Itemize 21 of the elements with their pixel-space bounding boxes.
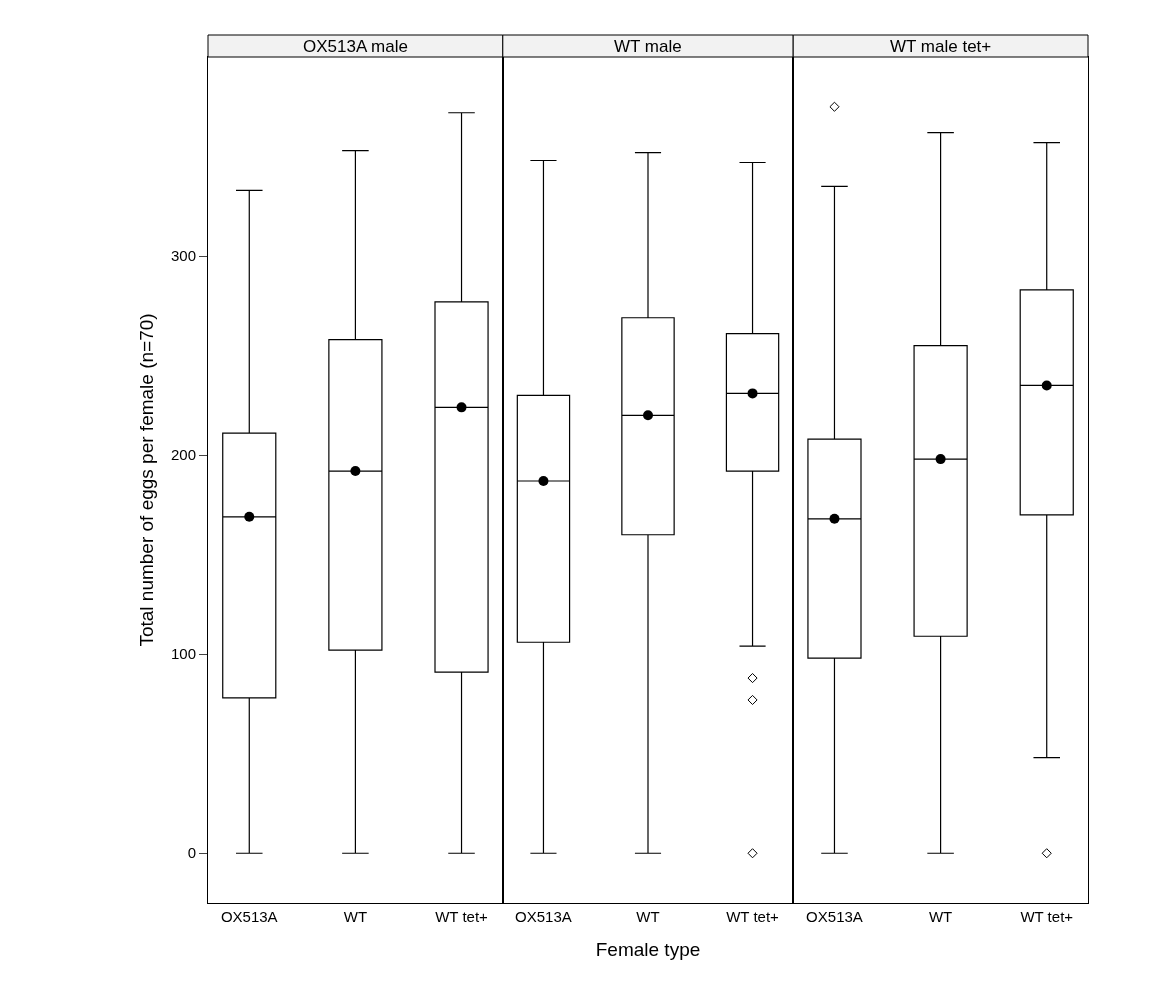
x-tick-label: WT tet+ [435,908,489,925]
x-tick-label: WT [636,908,660,925]
y-tick-label: 300 [170,247,196,265]
point [244,511,255,522]
chart-title: OX513A male [303,37,408,56]
y-tick-label: 100 [170,645,196,663]
x-tick-label: WT tet+ [726,908,780,925]
point [456,402,467,413]
x-tick-label: OX513A [220,908,278,925]
x-axis-title: Female type [595,938,701,960]
y-tick-label: 200 [170,446,196,464]
point [350,466,361,477]
x-tick-label: WT tet+ [1020,908,1074,925]
chart-title: WT male tet+ [890,37,992,56]
y-tick-label: 0 [187,844,196,862]
x-tick-label: OX513A [515,908,572,925]
y-axis-title: Total number of eggs per female (n=70) [135,313,157,647]
x-tick-label: WT [928,908,953,925]
chart-title: WT male [614,37,682,56]
x-tick-label: OX513A [806,908,863,925]
x-tick-label: WT [343,908,368,925]
